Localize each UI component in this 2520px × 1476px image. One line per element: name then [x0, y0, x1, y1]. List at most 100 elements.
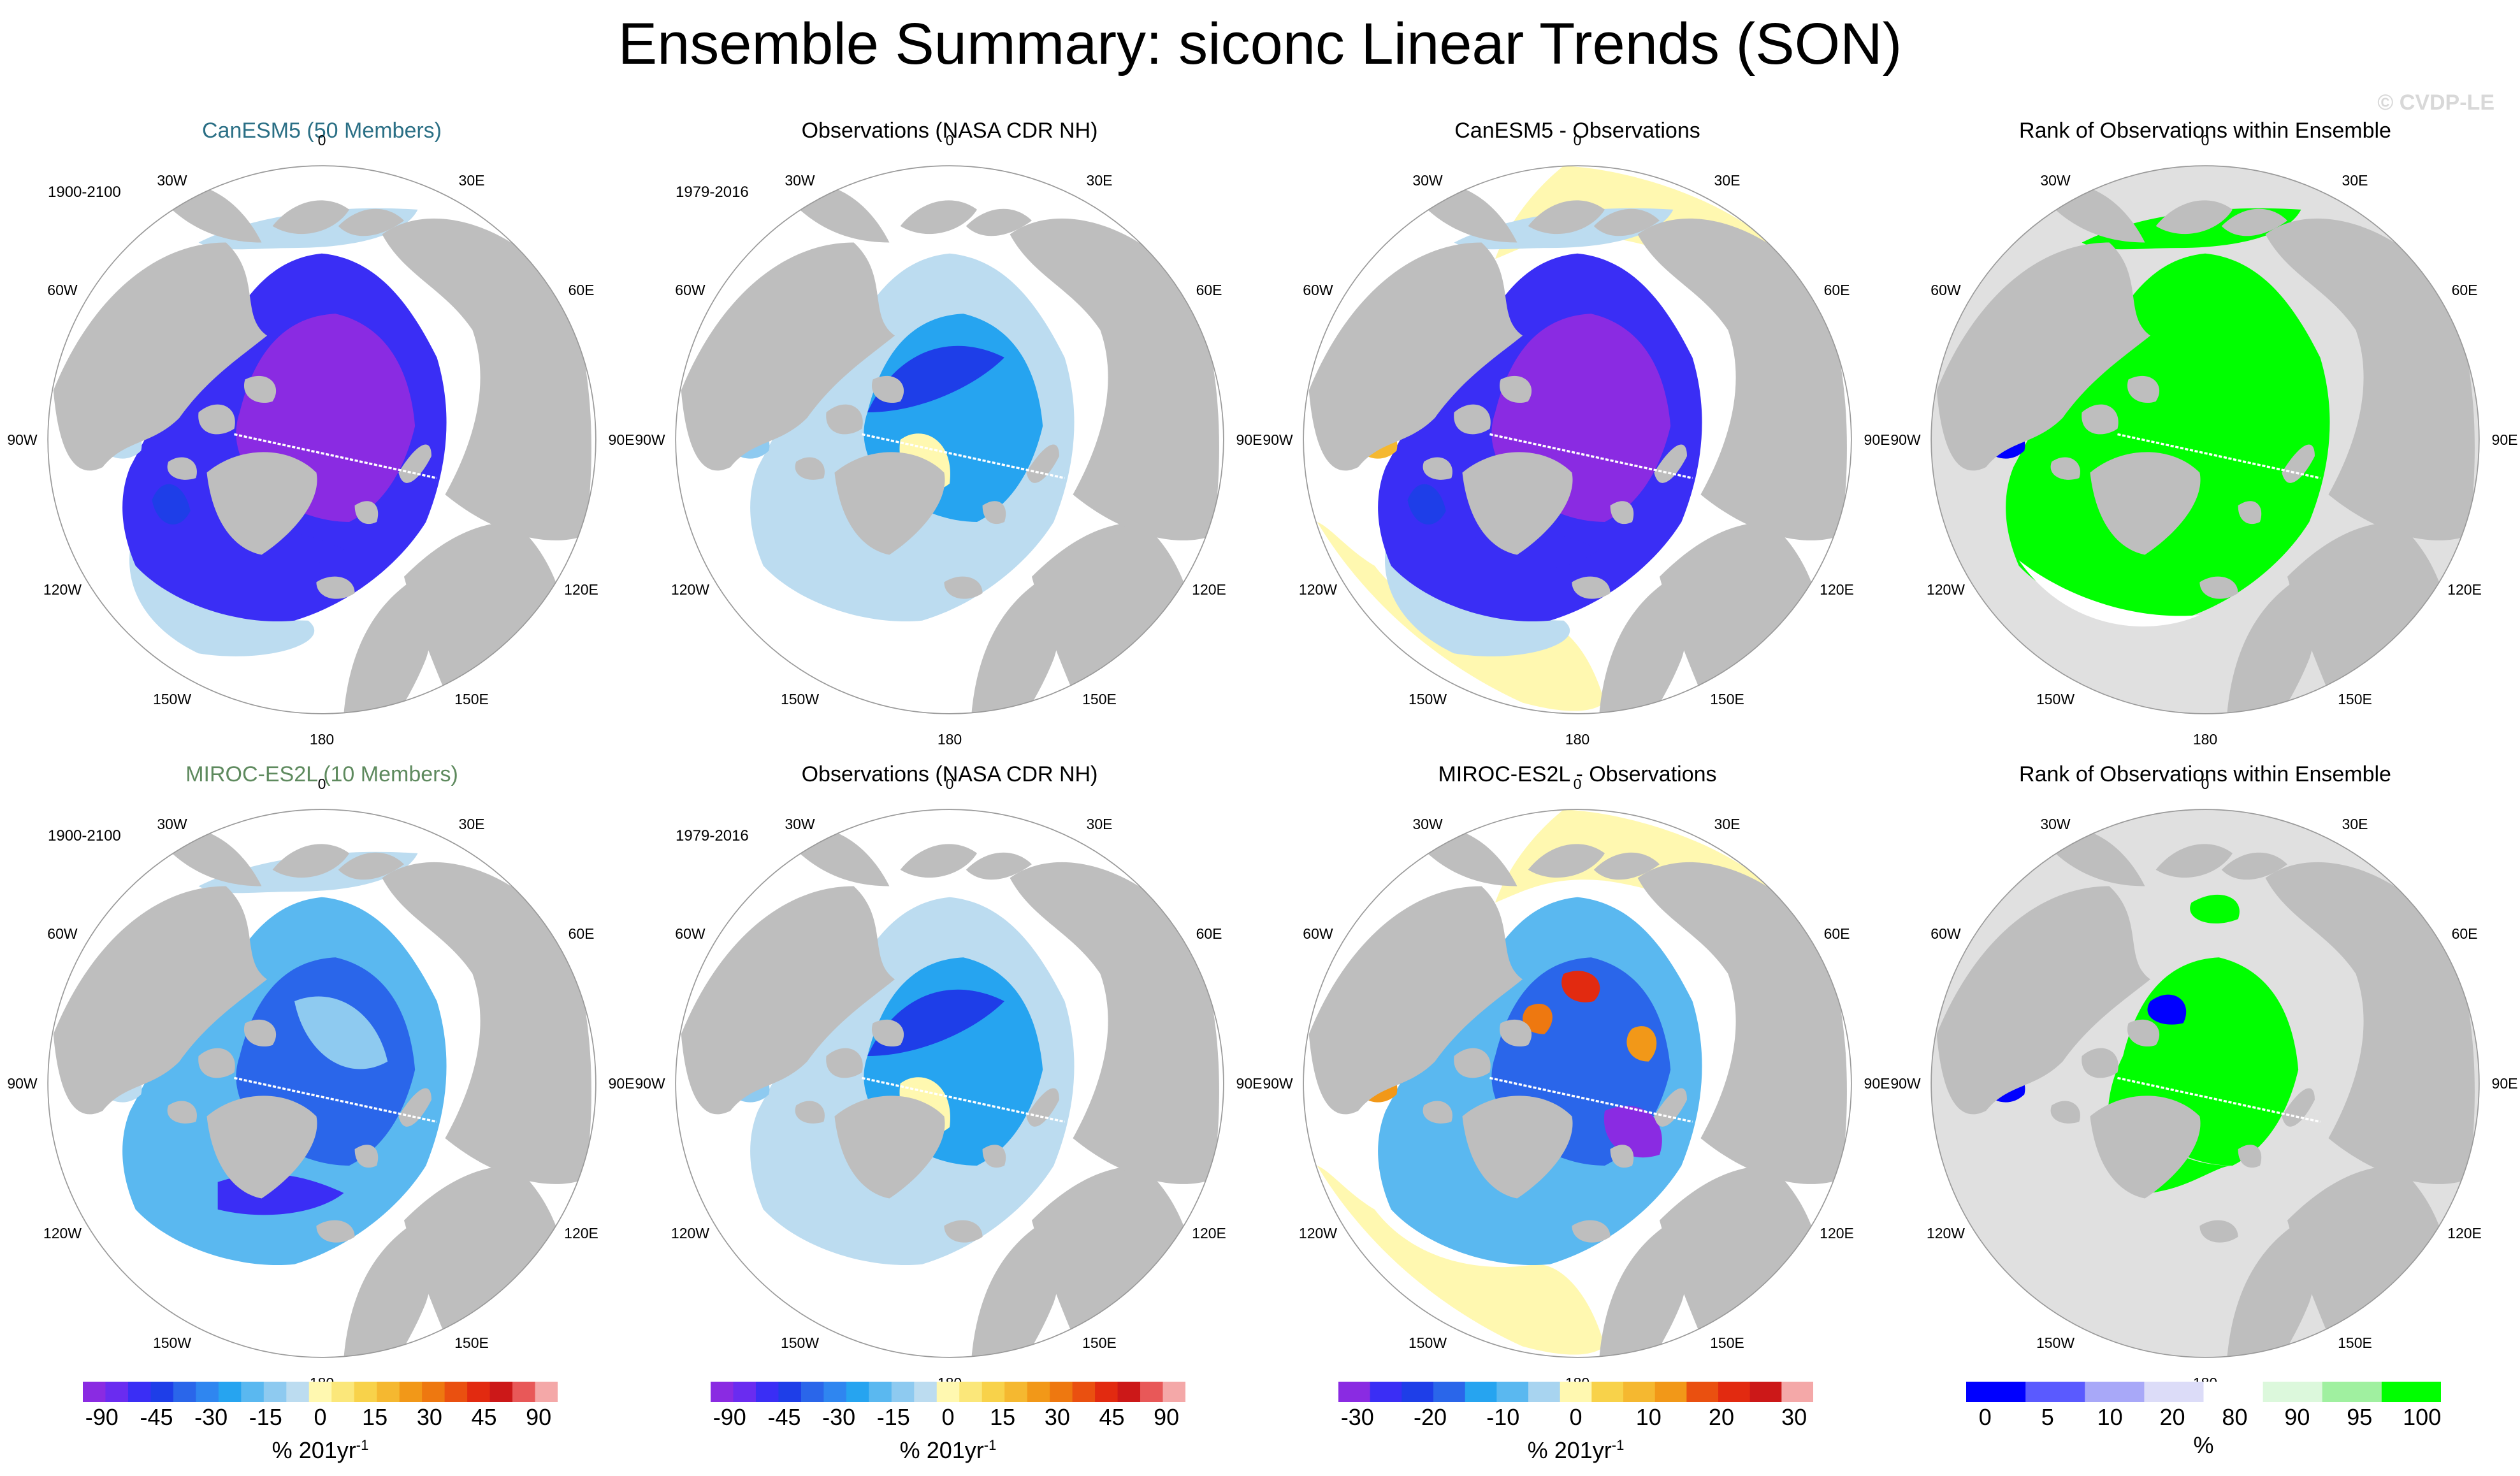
- panel-title: MIROC-ES2L - Observations: [1438, 762, 1717, 786]
- land-mass: [1572, 576, 1611, 599]
- longitude-label: 120E: [2447, 581, 2482, 598]
- colorbar-tick-label: 10: [2097, 1404, 2123, 1430]
- colorbar-box: [354, 1382, 377, 1402]
- longitude-label: 120E: [1192, 581, 1226, 598]
- colorbar-tick-label: 30: [1044, 1404, 1070, 1430]
- colorbar-tick-label: 90: [2284, 1404, 2310, 1430]
- ice-edge-region: [129, 549, 315, 656]
- land-mass: [2050, 457, 2080, 480]
- units-exponent: -1: [1611, 1437, 1625, 1453]
- land-mass: [2238, 501, 2262, 525]
- longitude-label: 120E: [1820, 581, 1854, 598]
- map-boundary: [1930, 165, 2480, 714]
- land-mass: [2155, 844, 2233, 878]
- longitude-label: 150W: [780, 691, 820, 708]
- colorbar-box: [1560, 1382, 1592, 1402]
- longitude-label: 30E: [1086, 815, 1113, 832]
- land-mass: [354, 1145, 379, 1168]
- positive-trend-region: [1561, 971, 1600, 1002]
- colorbar-box: [2085, 1382, 2145, 1402]
- longitude-label: 120E: [2447, 1225, 2482, 1241]
- longitude-label: 60W: [675, 925, 706, 942]
- colorbar-tick-label: 30: [1781, 1404, 1807, 1430]
- land-mass: [2127, 1019, 2160, 1047]
- polar-map: [47, 809, 597, 1358]
- colorbar-tick-label: 20: [2159, 1404, 2185, 1430]
- strong-ice-loss-region: [1604, 1106, 1662, 1158]
- land-mass: [795, 457, 825, 480]
- longitude-label: 30E: [2342, 171, 2368, 189]
- longitude-label: 180: [937, 731, 962, 748]
- colorbar-box: [823, 1382, 847, 1402]
- polar-map: [1930, 809, 2480, 1358]
- colorbar-box: [1686, 1382, 1719, 1402]
- longitude-label: 60E: [568, 925, 595, 942]
- land-mass: [834, 1096, 945, 1199]
- colorbar-box: [914, 1382, 938, 1402]
- land-mass: [2282, 1088, 2315, 1127]
- land-mass: [1499, 1019, 1532, 1047]
- longitude-label: 60W: [1303, 925, 1333, 942]
- land-mass: [1599, 1226, 1687, 1357]
- longitude-label: 180: [2192, 731, 2218, 748]
- colorbar-tick-label: 10: [1635, 1404, 1662, 1430]
- land-mass: [382, 862, 591, 1184]
- land-mass: [2199, 1220, 2238, 1243]
- longitude-label: 150E: [454, 691, 489, 708]
- land-mass: [198, 1048, 235, 1078]
- land-mass: [1637, 862, 1847, 1184]
- colorbar-boxes: [83, 1382, 558, 1402]
- land-mass: [316, 576, 355, 599]
- rank-100-region: [2190, 894, 2240, 924]
- colorbar-box: [1072, 1382, 1096, 1402]
- positive-trend-region: [1317, 521, 1605, 711]
- land-mass: [966, 208, 1032, 236]
- colorbar-box: [1140, 1382, 1164, 1402]
- colorbar-box: [1027, 1382, 1050, 1402]
- colorbar-box: [846, 1382, 869, 1402]
- land-mass: [2199, 576, 2238, 599]
- colorbar-box: [1370, 1382, 1402, 1402]
- longitude-label: 90E: [1864, 1075, 1890, 1092]
- pole-transect-line: [1489, 433, 1693, 479]
- colorbar: -30 -20 -10 0 10 20 30 % 201yr-1: [1338, 1382, 1813, 1463]
- colorbar-box: [959, 1382, 983, 1402]
- polar-map: [47, 165, 597, 714]
- colorbar-tick-label: 20: [1708, 1404, 1734, 1430]
- figure-title: Ensemble Summary: siconc Linear Trends (…: [618, 11, 1902, 76]
- longitude-label: 60W: [47, 925, 78, 942]
- longitude-label: 180: [309, 731, 335, 748]
- land-mass: [382, 218, 591, 540]
- longitude-label: 150W: [152, 1335, 192, 1352]
- colorbar-box: [150, 1382, 174, 1402]
- longitude-label: 30E: [1714, 815, 1741, 832]
- colorbar-box: [331, 1382, 355, 1402]
- land-mass: [398, 444, 431, 483]
- panel-title: Rank of Observations within Ensemble: [2019, 119, 2391, 143]
- land-mass: [167, 1101, 197, 1124]
- colorbar-box: [241, 1382, 264, 1402]
- colorbar-box: [308, 1382, 332, 1402]
- colorbar-tick-label: -15: [876, 1404, 910, 1430]
- colorbar-box: [2025, 1382, 2085, 1402]
- longitude-label: 150E: [454, 1335, 489, 1352]
- colorbar-box: [83, 1382, 106, 1402]
- positive-trend-region: [1317, 1165, 1605, 1355]
- units-text: % 201yr: [272, 1437, 356, 1463]
- longitude-label: 120W: [1298, 581, 1337, 598]
- colorbar-box: [1781, 1382, 1813, 1402]
- longitude-label: 120W: [1926, 581, 1965, 598]
- longitude-label: 150E: [2338, 691, 2372, 708]
- longitude-label: 90E: [2491, 431, 2518, 448]
- land-mass: [795, 1101, 825, 1124]
- colorbar-box: [2144, 1382, 2204, 1402]
- longitude-label: 90W: [635, 431, 665, 448]
- colorbar-box: [1433, 1382, 1466, 1402]
- colorbar-tick-label: 0: [1569, 1404, 1582, 1430]
- land-mass: [1010, 218, 1219, 540]
- land-mass: [966, 852, 1032, 880]
- longitude-label: 60E: [2451, 925, 2478, 942]
- pole-transect-line: [234, 1076, 437, 1123]
- colorbar-units: % 201yr-1: [900, 1433, 997, 1463]
- colorbar-box: [263, 1382, 287, 1402]
